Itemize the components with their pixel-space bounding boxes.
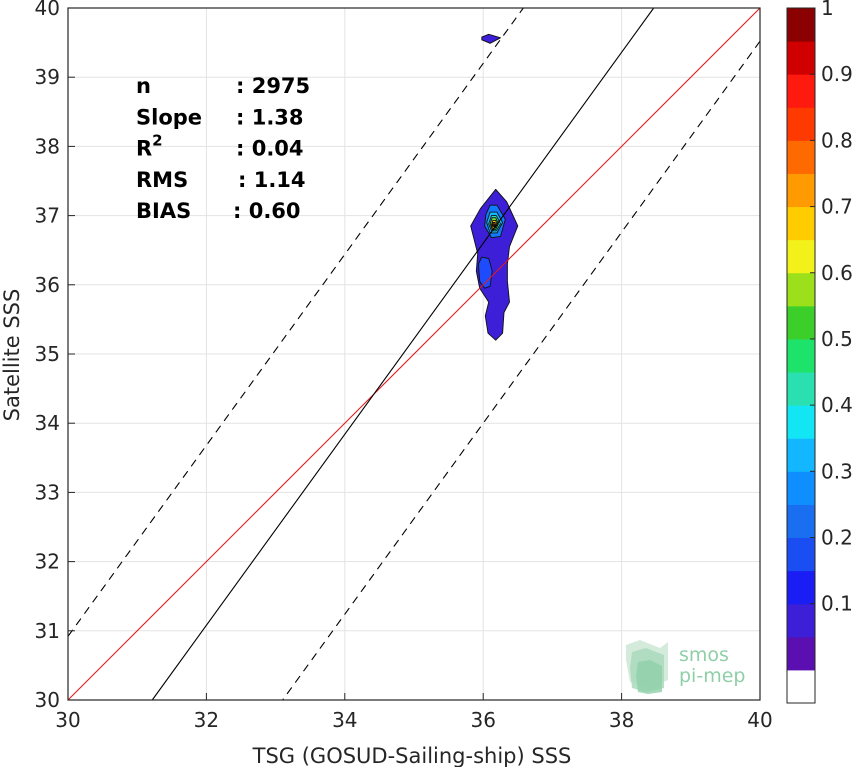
colorbar-segment bbox=[787, 570, 815, 605]
stat-value: : 2975 bbox=[236, 74, 310, 98]
colorbar-tick-label: 1 bbox=[821, 0, 834, 20]
x-tick-label: 38 bbox=[609, 708, 634, 732]
y-tick-label: 31 bbox=[35, 619, 60, 643]
colorbar-segment bbox=[787, 603, 815, 638]
y-tick-label: 38 bbox=[35, 134, 60, 158]
x-tick-label: 30 bbox=[55, 708, 80, 732]
colorbar-segment bbox=[787, 504, 815, 539]
colorbar-segment bbox=[787, 206, 815, 241]
density-contour-0.05 bbox=[481, 33, 501, 44]
y-tick-label: 32 bbox=[35, 550, 60, 574]
y-tick-label: 39 bbox=[35, 65, 60, 89]
regression-line bbox=[151, 7, 655, 701]
logo-text-pi-mep: pi-mep bbox=[679, 665, 745, 687]
colorbar-tick-label: 0.5 bbox=[821, 327, 853, 351]
colorbar-tick-label: 0.7 bbox=[821, 195, 853, 219]
colorbar-segment bbox=[787, 8, 815, 42]
logo-wave-front bbox=[636, 660, 662, 694]
y-tick-label: 36 bbox=[35, 273, 60, 297]
colorbar-segment bbox=[787, 239, 815, 274]
statistics-box: n : 2975 Slope : 1.38 R2 : 0.04 RMS : 1.14 BIAS:… bbox=[136, 74, 310, 223]
stat-label: RMS bbox=[136, 168, 188, 192]
colorbar-frame bbox=[786, 7, 816, 704]
stat-label: Slope bbox=[136, 105, 202, 129]
stat-label: BIAS bbox=[136, 199, 191, 223]
colorbar-tick-label: 0.4 bbox=[821, 393, 853, 417]
rms-band-lower-line bbox=[282, 40, 761, 701]
x-tick-label: 34 bbox=[332, 708, 357, 732]
colorbar-segment bbox=[787, 636, 815, 671]
stat-value: : 0.60 bbox=[233, 199, 301, 223]
density-contours bbox=[470, 33, 519, 341]
density-contour-0.15 bbox=[477, 256, 493, 289]
x-tick-label: 32 bbox=[194, 708, 219, 732]
x-tick-label: 36 bbox=[470, 708, 495, 732]
y-tick-label: 33 bbox=[35, 480, 60, 504]
colorbar-tick-label: 0.9 bbox=[821, 62, 853, 86]
density-contour-0.05 bbox=[470, 188, 519, 341]
fit-lines bbox=[67, 7, 761, 701]
colorbar-segment bbox=[787, 140, 815, 174]
one-to-one-line bbox=[67, 7, 761, 701]
stat-label: n bbox=[136, 74, 151, 98]
colorbar-segment bbox=[787, 471, 815, 505]
colorbar-segment bbox=[787, 372, 815, 406]
stat-label-superscript: 2 bbox=[152, 132, 162, 150]
colorbar-segment bbox=[787, 405, 815, 439]
y-axis-ticks: 30 31 32 33 34 35 36 37 38 39 40 bbox=[35, 0, 75, 712]
colorbar-segment bbox=[787, 305, 815, 340]
y-tick-label: 34 bbox=[35, 411, 60, 435]
stat-value: : 1.14 bbox=[238, 168, 306, 192]
y-tick-label: 40 bbox=[35, 0, 60, 20]
x-axis-label: TSG (GOSUD-Sailing-ship) SSS bbox=[252, 744, 572, 767]
colorbar-segment bbox=[787, 41, 815, 75]
colorbar-segment bbox=[787, 107, 815, 141]
y-tick-label: 30 bbox=[35, 688, 60, 712]
colorbar-tick-label: 0.3 bbox=[821, 459, 853, 483]
y-axis-label: Satellite SSS bbox=[0, 289, 24, 422]
colorbar-segment bbox=[787, 272, 815, 307]
colorbar-segment bbox=[787, 173, 815, 208]
colorbar: 0.1 0.2 0.3 0.4 0.5 0.6 0.7 0.8 0.9 1 bbox=[786, 0, 853, 704]
y-tick-label: 35 bbox=[35, 342, 60, 366]
colorbar-tick-label: 0.2 bbox=[821, 526, 853, 550]
colorbar-tick-label: 0.1 bbox=[821, 592, 853, 616]
colorbar-segment bbox=[787, 669, 815, 704]
logo-text-smos: smos bbox=[679, 644, 729, 666]
stat-value: : 0.04 bbox=[236, 137, 304, 161]
colorbar-tick-label: 0.8 bbox=[821, 128, 853, 152]
rms-band-upper-line bbox=[67, 7, 524, 637]
x-axis-ticks: 30 32 34 36 38 40 bbox=[55, 693, 773, 732]
density-contour-1 bbox=[492, 223, 496, 227]
colorbar-segment bbox=[787, 338, 815, 373]
colorbar-segment bbox=[787, 74, 815, 108]
stat-label: R2 bbox=[136, 132, 163, 161]
x-tick-label: 40 bbox=[747, 708, 772, 732]
stat-value: : 1.38 bbox=[236, 105, 304, 129]
colorbar-segment bbox=[787, 438, 815, 472]
y-tick-label: 37 bbox=[35, 204, 60, 228]
colorbar-tick-label: 0.6 bbox=[821, 261, 853, 285]
colorbar-segment bbox=[787, 537, 815, 572]
